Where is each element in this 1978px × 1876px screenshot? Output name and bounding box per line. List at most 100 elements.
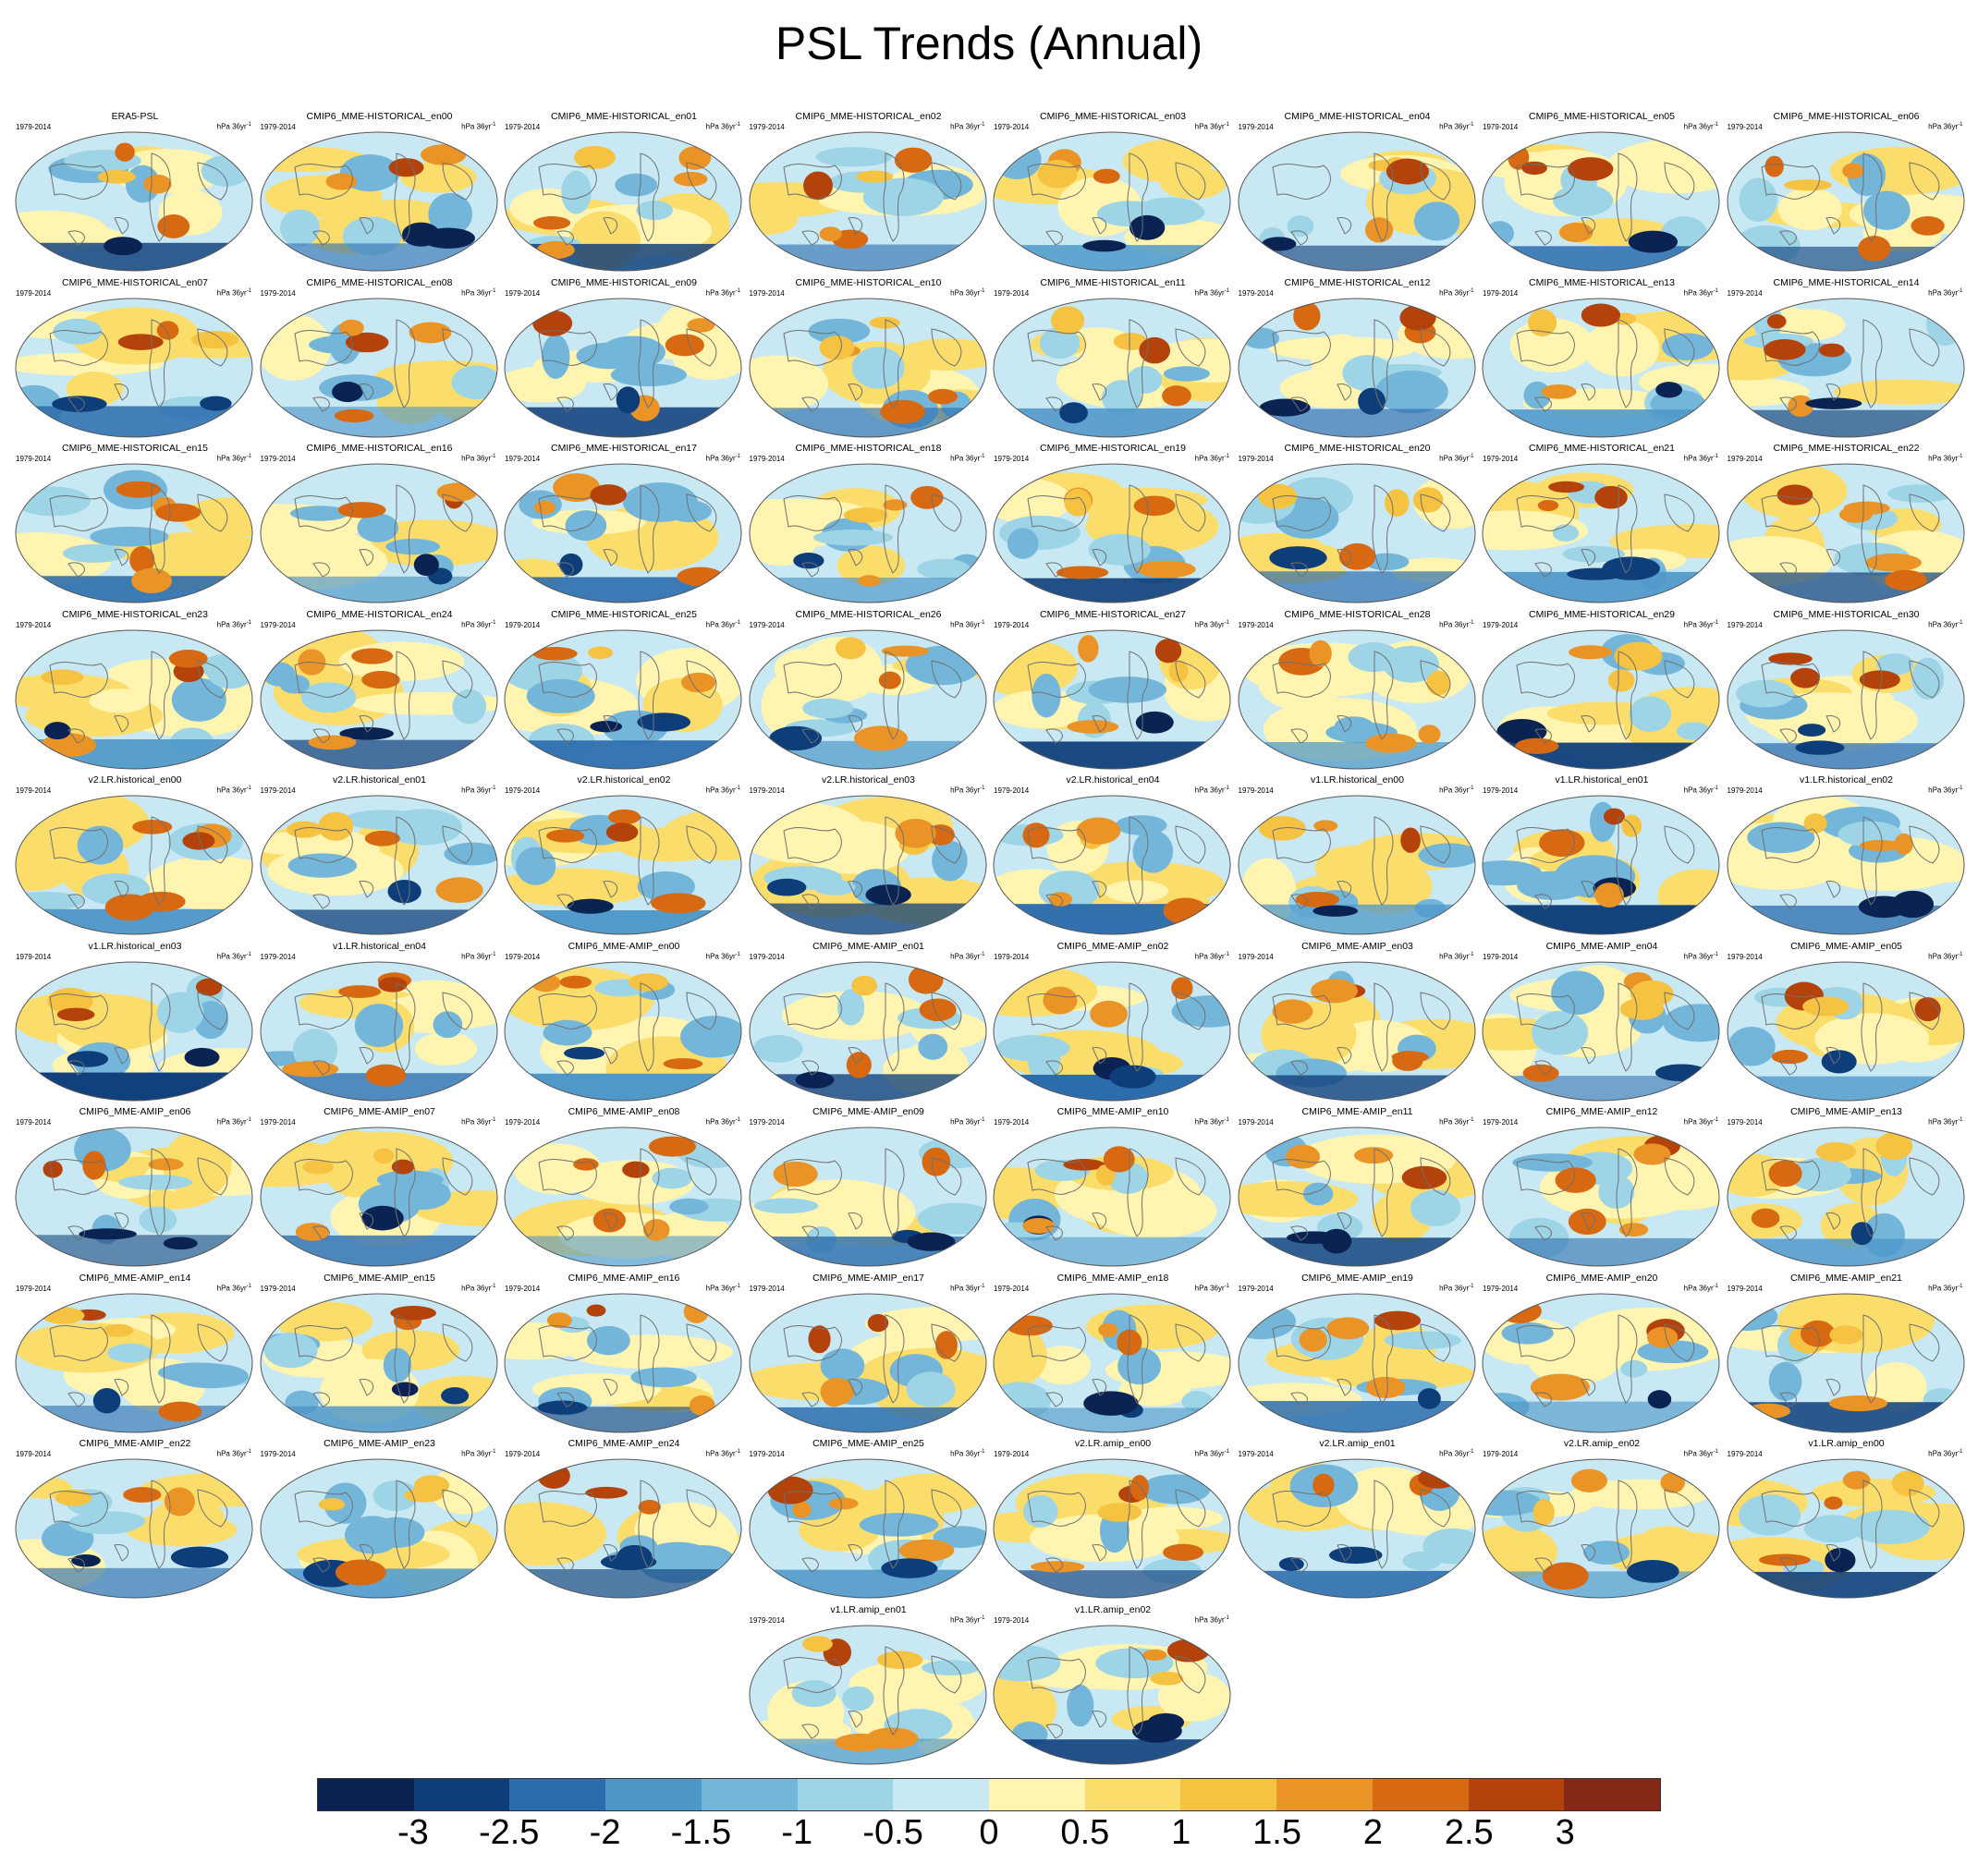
panel-period: 1979-2014 — [1483, 123, 1519, 131]
field-blob — [1238, 1237, 1475, 1266]
map-outline — [504, 1458, 742, 1599]
map-outline — [1238, 298, 1475, 437]
map-outline — [1482, 1127, 1720, 1267]
units-text: hPa 36yr — [1194, 1284, 1225, 1293]
field-blob — [546, 829, 585, 843]
coastline — [1516, 650, 1695, 744]
panel-title: CMIP6_MME-HISTORICAL_en01 — [551, 111, 697, 122]
field-blob — [1097, 1503, 1142, 1522]
field-blob — [1259, 398, 1311, 417]
field-blob — [286, 821, 323, 838]
map-panel: v1.LR.historical_en03 1979-2014 hPa 36yr-1 — [13, 941, 257, 1102]
field-blob — [1818, 343, 1845, 357]
field-blob — [1147, 1712, 1185, 1732]
panel-title: CMIP6_MME-HISTORICAL_en18 — [795, 443, 942, 454]
panel-period: 1979-2014 — [994, 1118, 1030, 1127]
map-panel: CMIP6_MME-HISTORICAL_en07 1979-2014 hPa 36… — [13, 277, 257, 439]
field-blob — [1875, 652, 1913, 676]
field-blob — [505, 1073, 741, 1101]
field-blob — [260, 1139, 358, 1188]
field-blob — [1286, 1231, 1340, 1244]
field-blob — [92, 1387, 121, 1413]
field-blob — [372, 1148, 394, 1164]
field-blob — [792, 553, 824, 569]
trend-map — [993, 1625, 1231, 1764]
panel-title: CMIP6_MME-HISTORICAL_en25 — [551, 608, 697, 620]
field-blob — [1067, 1684, 1094, 1726]
panel-period: 1979-2014 — [1727, 123, 1763, 131]
field-blob — [1338, 542, 1375, 570]
field-blob — [1727, 572, 1964, 603]
field-blob — [1082, 239, 1127, 252]
panel-units: hPa 36yr-1 — [950, 620, 984, 629]
field-blob — [1594, 485, 1628, 509]
coastline — [1271, 152, 1450, 246]
field-blob — [766, 878, 806, 896]
field-blob — [665, 334, 704, 356]
field-blob — [1048, 892, 1073, 907]
field-blob — [384, 809, 462, 846]
field-blob — [90, 526, 169, 547]
units-text: hPa 36yr — [461, 1117, 492, 1127]
units-exponent: -1 — [246, 951, 251, 957]
map-panel: CMIP6_MME-AMIP_en16 1979-2014 hPa 36yr-1 — [502, 1273, 746, 1434]
panel-units: hPa 36yr-1 — [461, 122, 495, 131]
panel-title: v2.LR.amip_en02 — [1563, 1438, 1641, 1449]
field-blob — [16, 406, 252, 437]
map-panel: CMIP6_MME-HISTORICAL_en12 1979-2014 hPa 36… — [1236, 277, 1480, 439]
map-outline — [993, 298, 1231, 437]
panel-period: 1979-2014 — [1727, 620, 1763, 629]
trend-map — [1482, 961, 1720, 1101]
map-outline — [1727, 463, 1964, 603]
map-panel: v1.LR.amip_en01 1979-2014 hPa 36yr-1 — [747, 1604, 991, 1766]
panel-title: CMIP6_MME-AMIP_en09 — [812, 1106, 924, 1117]
map-outline — [749, 298, 986, 437]
field-blob — [1022, 1217, 1056, 1234]
panel-units: hPa 36yr-1 — [1684, 620, 1718, 629]
trend-map — [749, 298, 986, 437]
field-blob — [1676, 721, 1711, 740]
field-blob — [543, 1019, 592, 1045]
units-text: hPa 36yr — [705, 952, 736, 961]
field-blob — [409, 322, 451, 343]
map-panel: CMIP6_MME-HISTORICAL_en05 1979-2014 hPa 36… — [1480, 111, 1724, 273]
panel-period: 1979-2014 — [994, 1284, 1030, 1293]
panel-units: hPa 36yr-1 — [706, 952, 740, 961]
map-outline — [1727, 1127, 1964, 1267]
map-panel: CMIP6_MME-AMIP_en24 1979-2014 hPa 36yr-1 — [502, 1438, 746, 1600]
colorbar-tick-label: -1.5 — [670, 1813, 732, 1852]
panel-title: CMIP6_MME-HISTORICAL_en00 — [306, 111, 453, 122]
units-exponent: -1 — [1958, 1283, 1963, 1289]
field-blob — [689, 1395, 715, 1416]
field-blob — [1797, 723, 1825, 737]
field-blob — [1777, 484, 1813, 506]
panel-period: 1979-2014 — [1483, 1118, 1519, 1127]
field-blob — [875, 1473, 986, 1515]
trend-map — [749, 629, 986, 769]
field-blob — [1122, 140, 1214, 183]
trend-map — [1727, 131, 1964, 272]
panel-period: 1979-2014 — [505, 123, 541, 131]
panel-period: 1979-2014 — [749, 1615, 785, 1625]
coastline — [782, 1480, 961, 1573]
units-exponent: -1 — [246, 122, 251, 128]
field-blob — [16, 532, 112, 587]
map-panel: CMIP6_MME-AMIP_en12 1979-2014 hPa 36yr-1 — [1480, 1106, 1724, 1268]
coastline — [1271, 318, 1450, 412]
field-blob — [1088, 533, 1151, 566]
map-panel: CMIP6_MME-HISTORICAL_en11 1979-2014 hPa 36… — [991, 277, 1235, 439]
field-blob — [898, 1539, 954, 1562]
map-panel: v2.LR.amip_en02 1979-2014 hPa 36yr-1 — [1480, 1438, 1724, 1600]
field-blob — [533, 216, 571, 230]
field-blob — [1738, 1494, 1801, 1536]
field-blob — [850, 975, 877, 995]
field-blob — [1889, 853, 1964, 883]
field-blob — [1614, 641, 1663, 670]
field-blob — [1767, 652, 1813, 665]
field-blob — [851, 346, 904, 389]
field-blob — [799, 821, 910, 874]
units-text: hPa 36yr — [1194, 1117, 1225, 1127]
panel-period: 1979-2014 — [1238, 786, 1274, 795]
panel-period: 1979-2014 — [1238, 620, 1274, 629]
field-blob — [762, 1179, 916, 1246]
